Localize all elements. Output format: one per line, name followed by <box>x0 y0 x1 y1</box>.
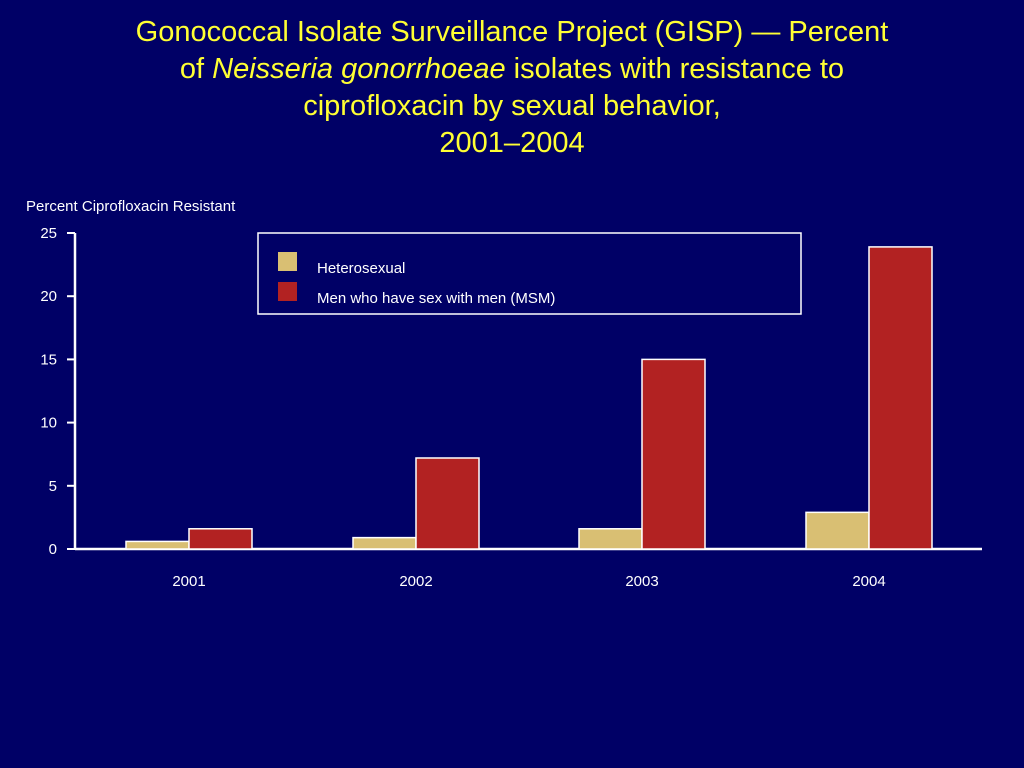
bar-msm-2002 <box>415 457 480 550</box>
legend-label-msm: Men who have sex with men (MSM) <box>317 290 555 307</box>
chart-title: Gonococcal Isolate Surveillance Project … <box>0 14 1024 162</box>
x-tick-label-2001: 2001 <box>172 573 205 590</box>
legend: Heterosexual Men who have sex with men (… <box>257 232 802 315</box>
legend-swatch-heterosexual <box>278 252 297 271</box>
y-tick-label: 20 <box>40 288 57 305</box>
y-axis-label: Percent Ciprofloxacin Resistant <box>26 198 236 215</box>
bar-msm-2003 <box>641 358 706 550</box>
legend-box <box>257 232 802 315</box>
bar-heterosexual-2002 <box>352 536 417 550</box>
y-tick-label: 5 <box>49 478 57 495</box>
x-tick-label-2002: 2002 <box>399 573 432 590</box>
bar-msm-2004 <box>868 246 933 550</box>
x-tick-label-2004: 2004 <box>852 573 885 590</box>
x-tick-label-2003: 2003 <box>625 573 658 590</box>
y-tick-label: 15 <box>40 351 57 368</box>
title-line-2-suffix: isolates with resistance to <box>505 53 845 85</box>
title-line-3: ciprofloxacin by sexual behavior, <box>303 90 721 122</box>
bar-msm-2001 <box>188 528 253 550</box>
y-tick-label: 10 <box>40 415 57 432</box>
legend-swatch-msm <box>278 282 297 301</box>
legend-label-heterosexual: Heterosexual <box>317 260 405 277</box>
bar-heterosexual-2004 <box>805 511 870 550</box>
bar-heterosexual-2003 <box>578 528 643 550</box>
y-tick-label: 0 <box>49 541 57 558</box>
bars: 2001 2002 2003 2004 <box>125 246 933 590</box>
title-line-1: Gonococcal Isolate Surveillance Project … <box>135 16 889 48</box>
bar-heterosexual-2001 <box>125 540 190 550</box>
title-line-4: 2001–2004 <box>439 127 585 159</box>
title-line-2-prefix: of <box>179 53 213 85</box>
y-tick-label: 25 <box>40 225 57 242</box>
title-species-name: Neisseria gonorrhoeae <box>212 53 506 85</box>
axes: 0 5 10 15 20 25 <box>40 225 982 558</box>
